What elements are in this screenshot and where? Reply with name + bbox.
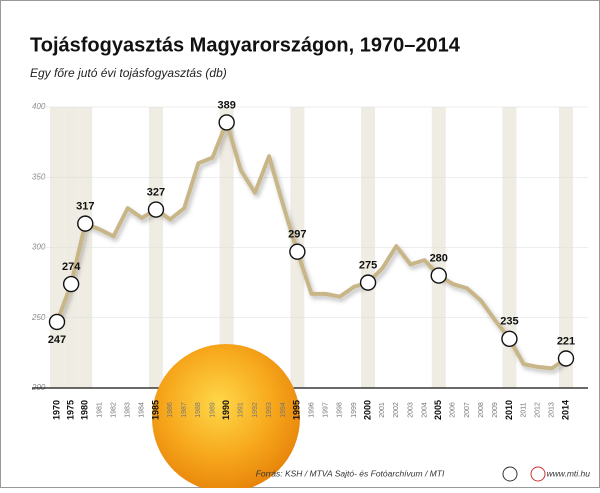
plot: 1970 1975 1980 1981 1982 1983 1984 1985 1986 1987…	[48, 99, 575, 420]
point-marker	[501, 330, 518, 348]
x-tick-label: 1993	[266, 402, 273, 418]
x-tick-label: 2000	[362, 400, 372, 420]
x-tick-label: 1999	[351, 402, 358, 418]
x-tick-label: 1992	[252, 402, 259, 418]
sun-decoration	[152, 344, 300, 492]
x-tick-label: 2008	[478, 402, 485, 418]
x-tick-label: 1998	[337, 402, 344, 418]
source: Forrás: KSH / MTVA Sajtó- és Fotóarchívu…	[256, 468, 445, 478]
value-label: 221	[557, 335, 575, 347]
x-tick-label: 2010	[504, 400, 514, 420]
x-tick-label: 1970	[51, 400, 61, 420]
point-marker	[218, 114, 235, 131]
x-tick-label: 2014	[560, 400, 570, 420]
x-tick-label: 2012	[535, 402, 542, 418]
x-tick-label: 1983	[125, 402, 132, 418]
data-line	[55, 120, 568, 371]
value-label: 389	[217, 99, 235, 111]
point-marker	[359, 274, 377, 291]
point-marker	[62, 275, 80, 293]
x-tick-label: 1990	[221, 400, 231, 420]
x-tick-label: 1982	[110, 402, 117, 418]
x-tick-label: 2001	[379, 402, 386, 418]
point-marker	[289, 243, 306, 260]
value-label: 275	[359, 260, 377, 272]
x-tick-label: 1975	[66, 400, 76, 420]
value-label: 327	[147, 186, 165, 198]
point-marker	[557, 350, 575, 367]
value-label: 274	[62, 261, 81, 273]
x-tick-label: 2002	[393, 402, 400, 418]
x-tick-label: 1994	[280, 402, 287, 418]
y-tick-label: 400	[32, 102, 46, 111]
chart-title: Tojásfogyasztás Magyarországon, 1970–201…	[30, 34, 461, 56]
point-marker	[430, 267, 447, 284]
x-tick-label: 2011	[520, 402, 527, 417]
x-tick-label: 2006	[450, 402, 457, 418]
logo	[530, 466, 546, 482]
x-tick-label: 2003	[407, 402, 414, 418]
value-label: 297	[288, 229, 306, 241]
website: www.mti.hu	[547, 468, 591, 478]
x-tick-label: 1986	[167, 402, 174, 418]
value-label: 235	[500, 316, 518, 328]
point-marker	[147, 201, 165, 218]
point-marker	[77, 215, 94, 232]
logo	[502, 466, 518, 482]
value-label: 280	[430, 253, 448, 265]
x-tick-label: 2013	[549, 402, 556, 418]
x-tick-label: 2005	[433, 400, 443, 420]
x-tick-label: 1996	[308, 402, 315, 418]
x-tick-label: 1995	[292, 400, 302, 420]
x-tick-label: 2007	[464, 402, 471, 418]
x-tick-label: 1989	[209, 402, 216, 418]
x-tick-label: 2009	[492, 402, 499, 418]
x-tick-label: 1988	[195, 402, 202, 418]
x-tick-label: 1984	[139, 402, 146, 418]
x-tick-label: 1981	[96, 402, 103, 418]
x-tick-label: 1997	[322, 402, 329, 418]
x-tick-label: 1987	[181, 402, 188, 418]
x-tick-label: 1985	[150, 400, 160, 420]
value-label: 247	[48, 334, 66, 346]
x-tick-label: 2004	[421, 402, 428, 418]
point-marker	[48, 313, 66, 331]
y-tick-label: 250	[31, 313, 46, 322]
value-label: 317	[76, 201, 94, 213]
y-tick-label: 350	[32, 172, 46, 181]
y-tick-label: 300	[32, 243, 46, 252]
x-tick-label: 1991	[238, 402, 245, 418]
x-tick-label: 1980	[80, 400, 90, 420]
chart-subtitle: Egy főre jutó évi tojásfogyasztás (db)	[30, 66, 227, 80]
